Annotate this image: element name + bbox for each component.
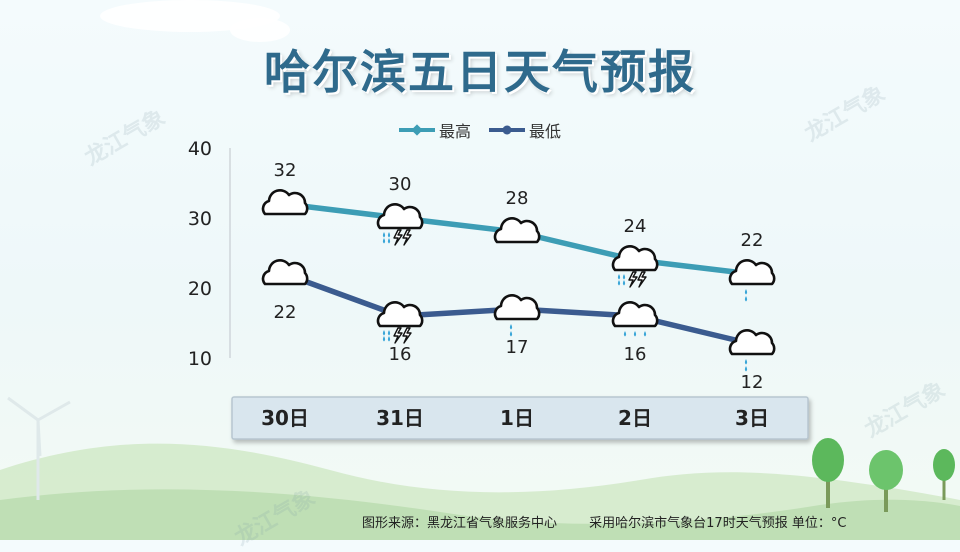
- lightning-bolt: [402, 327, 412, 344]
- footer-source: 图形来源：黑龙江省气象服务中心: [362, 516, 558, 531]
- wind-turbine: [7, 396, 71, 500]
- thunderstorm-icon: [611, 245, 659, 288]
- lightning-bolt: [628, 271, 638, 288]
- light-rain-icon: [728, 329, 776, 372]
- raindrop: [387, 330, 391, 336]
- lightning-bolt: [393, 229, 403, 246]
- y-tick-label: 20: [188, 278, 212, 300]
- x-category-label: 2日: [618, 406, 652, 430]
- data-label-low: 16: [624, 344, 647, 365]
- cloud-shape: [611, 245, 659, 272]
- rain-icon: [611, 301, 659, 337]
- footer-note: 采用哈尔滨市气象台17时天气预报 单位：°C: [589, 516, 847, 531]
- data-label-high: 22: [741, 230, 764, 251]
- data-label-low: 12: [741, 372, 764, 393]
- cloud-icon: [261, 259, 309, 286]
- cloud-shape: [611, 301, 659, 328]
- cloud-icon: [493, 217, 541, 244]
- raindrop: [382, 330, 386, 336]
- data-label-low: 22: [274, 302, 297, 323]
- raindrop: [744, 296, 748, 302]
- cloud-shape: [261, 189, 309, 216]
- data-label-high: 28: [506, 188, 529, 209]
- cloud-shape: [728, 259, 776, 286]
- temperature-chart: 10 20 30 40 30日 31日 1日 2日 3日 32 30 28 24 22 22 16 17 16…: [188, 138, 809, 440]
- cloud-shape: [376, 203, 424, 230]
- raindrop: [387, 336, 391, 342]
- raindrop: [382, 238, 386, 244]
- footer: 图形来源：黑龙江省气象服务中心 采用哈尔滨市气象台17时天气预报 单位：°C: [362, 512, 846, 531]
- raindrop: [622, 280, 626, 286]
- raindrop: [744, 289, 748, 295]
- legend-marker-low: [489, 125, 525, 135]
- raindrop: [509, 331, 513, 337]
- raindrop: [617, 274, 621, 280]
- cloud-shape: [493, 217, 541, 244]
- raindrop: [617, 280, 621, 286]
- y-tick-label: 40: [188, 138, 212, 160]
- cloud-shape: [261, 259, 309, 286]
- weather-icons: [261, 189, 776, 372]
- raindrop: [623, 331, 627, 337]
- thunderstorm-icon: [376, 203, 424, 246]
- light-rain-icon: [728, 259, 776, 302]
- legend-marker-high: [398, 124, 435, 136]
- x-category-label: 1日: [500, 406, 534, 430]
- raindrop: [744, 366, 748, 372]
- date-bar-bg: [231, 396, 809, 440]
- date-bar: 30日 31日 1日 2日 3日: [231, 396, 809, 440]
- cloud-shape: [493, 294, 541, 321]
- x-category-label: 3日: [735, 406, 769, 430]
- raindrop: [382, 336, 386, 342]
- raindrop: [382, 232, 386, 238]
- data-labels: 32 30 28 24 22 22 16 17 16 12: [274, 160, 764, 393]
- thunderstorm-icon: [376, 301, 424, 344]
- x-category-label: 30日: [261, 406, 309, 430]
- data-label-low: 16: [389, 344, 412, 365]
- data-label-high: 32: [274, 160, 297, 181]
- lightning-bolt: [393, 327, 403, 344]
- raindrop: [387, 232, 391, 238]
- data-label-low: 17: [506, 337, 529, 358]
- cloud-icon: [261, 189, 309, 216]
- y-tick-label: 10: [188, 348, 212, 370]
- light-rain-icon: [493, 294, 541, 337]
- legend-dot-low: [502, 125, 512, 135]
- y-tick-label: 30: [188, 208, 212, 230]
- legend-item-low: 最低: [489, 118, 561, 142]
- data-label-high: 24: [624, 216, 647, 237]
- page-title: 哈尔滨五日天气预报: [264, 45, 696, 99]
- cloud-shape: [728, 329, 776, 356]
- cloud-shape: [376, 301, 424, 328]
- raindrop: [387, 238, 391, 244]
- legend-label-low: 最低: [529, 122, 562, 141]
- data-label-high: 30: [389, 174, 412, 195]
- raindrop: [633, 331, 637, 337]
- raindrop: [643, 331, 647, 337]
- chart-legend: 最高 最低: [0, 118, 960, 142]
- raindrop: [622, 274, 626, 280]
- x-category-label: 31日: [376, 406, 424, 430]
- tree-group: [812, 438, 955, 512]
- raindrop: [744, 359, 748, 365]
- legend-label-high: 最高: [438, 122, 471, 141]
- legend-item-high: 最高: [398, 118, 471, 142]
- lightning-bolt: [637, 271, 647, 288]
- background-scenery: [0, 396, 960, 540]
- y-axis: 10 20 30 40: [188, 138, 231, 370]
- raindrop: [509, 324, 513, 330]
- lightning-bolt: [402, 229, 412, 246]
